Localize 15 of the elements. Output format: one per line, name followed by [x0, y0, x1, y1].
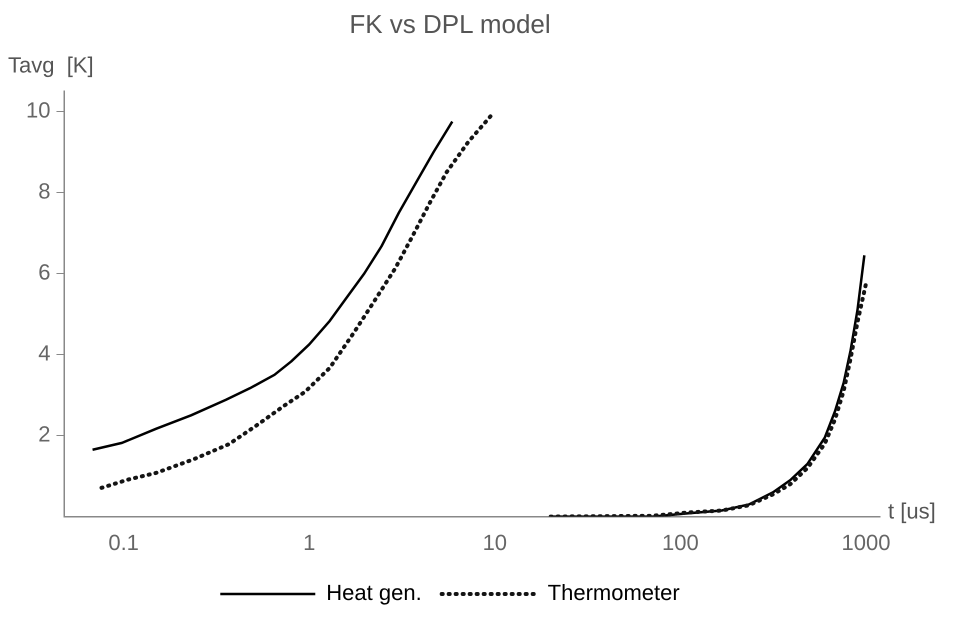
legend-label: Heat gen.: [326, 580, 422, 606]
x-tick-label: 1: [303, 530, 316, 555]
chart-title: FK vs DPL model: [349, 8, 551, 39]
y-tick-label: 8: [38, 178, 50, 204]
x-tick-label: 10: [482, 530, 508, 555]
y-tick-label: 2: [38, 422, 50, 447]
x-tick-label: 0.1: [108, 530, 139, 555]
y-tick-label: 6: [38, 260, 50, 285]
x-axis-title: t [us]: [888, 498, 936, 524]
legend-label: Thermometer: [548, 580, 680, 606]
x-tick-label: 1000: [842, 530, 890, 555]
y-tick-label: 4: [38, 340, 50, 366]
y-tick-label: 10: [26, 98, 50, 123]
x-tick-label: 100: [662, 530, 699, 555]
y-axis-title: Tavg [K]: [8, 52, 94, 78]
